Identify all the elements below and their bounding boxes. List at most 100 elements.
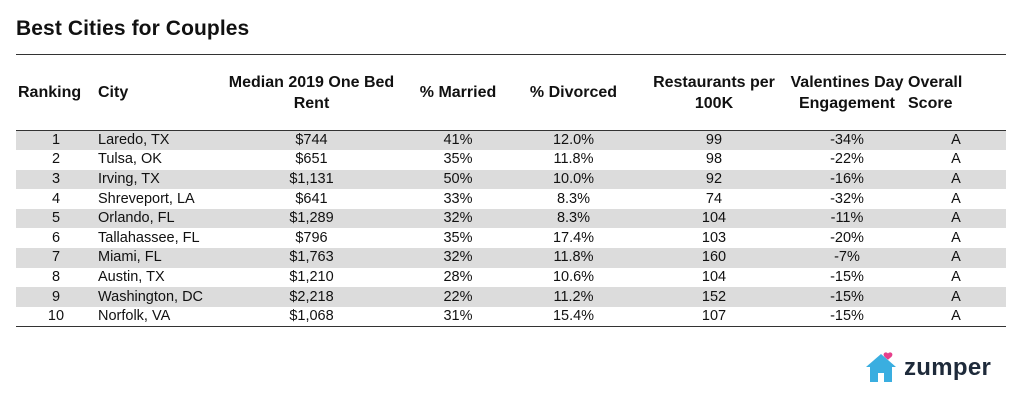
zumper-logo: zumper (864, 352, 991, 384)
cell-restaurants: 98 (705, 151, 723, 168)
cell-city: Washington, DC (96, 287, 214, 307)
table-row: 3 Irving, TX $1,131 50% 10.0% 92 -16% A (16, 169, 1006, 190)
cell-rent: $1,289 (214, 208, 409, 229)
table-top-rule (16, 54, 1006, 55)
cell-ranking: 9 (16, 287, 96, 307)
cell-city: Norfolk, VA (98, 308, 171, 325)
cell-score: A (906, 287, 1006, 307)
cell-married: 33% (443, 190, 473, 207)
cell-divorced: 11.8% (507, 248, 640, 268)
logo-wordmark: zumper (904, 354, 992, 381)
cell-restaurants: 103 (701, 229, 727, 246)
cell-score: A (906, 130, 1006, 151)
cell-divorced: 10.0% (507, 169, 640, 190)
table-row: 7 Miami, FL $1,763 32% 11.8% 160 -7% A (16, 248, 1006, 268)
col-header-married: % Married (419, 84, 497, 102)
cell-score: A (951, 268, 961, 285)
col-header-valentines: Valentines Day Engagement (790, 73, 904, 112)
cell-rent: $1,068 (289, 308, 334, 325)
cell-valentines: -20% (830, 229, 864, 246)
cell-married: 28% (443, 268, 473, 285)
cell-divorced: 8.3% (507, 208, 640, 229)
cell-city: Miami, FL (96, 248, 214, 268)
cell-restaurants: 104 (640, 208, 788, 229)
table-row: 1 Laredo, TX $744 41% 12.0% 99 -34% A (16, 130, 1006, 151)
cell-valentines: -16% (788, 169, 906, 190)
cell-rent: $2,218 (214, 287, 409, 307)
col-header-score: Overall Score (908, 73, 963, 112)
cell-ranking: 2 (51, 151, 61, 168)
cell-restaurants: 152 (640, 287, 788, 307)
cell-restaurants: 160 (640, 248, 788, 268)
cell-married: 32% (409, 208, 507, 229)
col-header-restaurants: Restaurants per 100K (653, 73, 775, 112)
table-row: 5 Orlando, FL $1,289 32% 8.3% 104 -11% A (16, 208, 1006, 229)
cell-rent: $744 (214, 130, 409, 151)
table-row: 6 Tallahassee, FL $796 35% 17.4% 103 -20% A (16, 228, 1006, 248)
cell-score: A (906, 248, 1006, 268)
cell-city: Orlando, FL (96, 208, 214, 229)
cell-score: A (951, 308, 961, 325)
col-header-city: City (98, 84, 129, 102)
cell-married: 32% (409, 248, 507, 268)
table-body: 1 Laredo, TX $744 41% 12.0% 99 -34% A 2 Tulsa, OK… (16, 130, 1006, 327)
cell-divorced: 10.6% (552, 268, 595, 285)
cell-city: Shreveport, LA (98, 190, 195, 207)
cell-married: 31% (443, 308, 473, 325)
cell-divorced: 12.0% (507, 130, 640, 151)
cell-score: A (951, 229, 961, 246)
cell-divorced: 11.2% (507, 287, 640, 307)
cell-ranking: 8 (51, 268, 61, 285)
cell-rent: $796 (295, 229, 328, 246)
cell-ranking: 10 (47, 308, 65, 325)
table-row: 4 Shreveport, LA $641 33% 8.3% 74 -32% A (16, 189, 1006, 209)
cell-married: 41% (409, 130, 507, 151)
cell-city: Laredo, TX (96, 130, 214, 151)
cities-table: Ranking City Median 2019 One Bed Rent % … (16, 58, 1006, 327)
cell-ranking: 7 (16, 248, 96, 268)
cell-ranking: 4 (51, 190, 61, 207)
cell-rent: $1,131 (214, 169, 409, 190)
cell-city: Irving, TX (96, 169, 214, 190)
cell-married: 35% (443, 151, 473, 168)
house-with-heart-icon (864, 352, 898, 384)
cell-married: 22% (409, 287, 507, 307)
cell-restaurants: 99 (640, 130, 788, 151)
cell-score: A (951, 151, 961, 168)
cell-rent: $651 (295, 151, 328, 168)
cell-valentines: -34% (788, 130, 906, 151)
cell-valentines: -22% (830, 151, 864, 168)
cell-married: 35% (443, 229, 473, 246)
cell-ranking: 6 (51, 229, 61, 246)
cell-restaurants: 92 (640, 169, 788, 190)
table-row: 8 Austin, TX $1,210 28% 10.6% 104 -15% A (16, 268, 1006, 288)
cell-score: A (906, 208, 1006, 229)
cell-valentines: -15% (830, 268, 864, 285)
cell-rent: $641 (295, 190, 328, 207)
cell-ranking: 3 (16, 169, 96, 190)
col-header-ranking: Ranking (18, 84, 82, 102)
table-row: 9 Washington, DC $2,218 22% 11.2% 152 -15% A (16, 287, 1006, 307)
cell-divorced: 15.4% (552, 308, 595, 325)
cell-ranking: 1 (16, 130, 96, 151)
col-header-rent: Median 2019 One Bed Rent (228, 73, 395, 112)
cell-restaurants: 74 (705, 190, 723, 207)
page-title: Best Cities for Couples (16, 17, 250, 40)
cell-divorced: 11.8% (553, 151, 594, 168)
cell-city: Tulsa, OK (98, 151, 162, 168)
cell-valentines: -7% (788, 248, 906, 268)
cell-divorced: 17.4% (552, 229, 595, 246)
cell-rent: $1,763 (214, 248, 409, 268)
table-row: 2 Tulsa, OK $651 35% 11.8% 98 -22% A (16, 150, 1006, 170)
cell-restaurants: 104 (701, 268, 727, 285)
cell-valentines: -15% (830, 308, 864, 325)
cell-restaurants: 107 (701, 308, 727, 325)
col-header-divorced: % Divorced (529, 84, 618, 102)
cell-city: Tallahassee, FL (98, 229, 200, 246)
cell-valentines: -11% (788, 208, 906, 229)
cell-valentines: -15% (788, 287, 906, 307)
cell-score: A (951, 190, 961, 207)
cell-ranking: 5 (16, 208, 96, 229)
cell-valentines: -32% (830, 190, 864, 207)
cell-divorced: 8.3% (556, 190, 591, 207)
